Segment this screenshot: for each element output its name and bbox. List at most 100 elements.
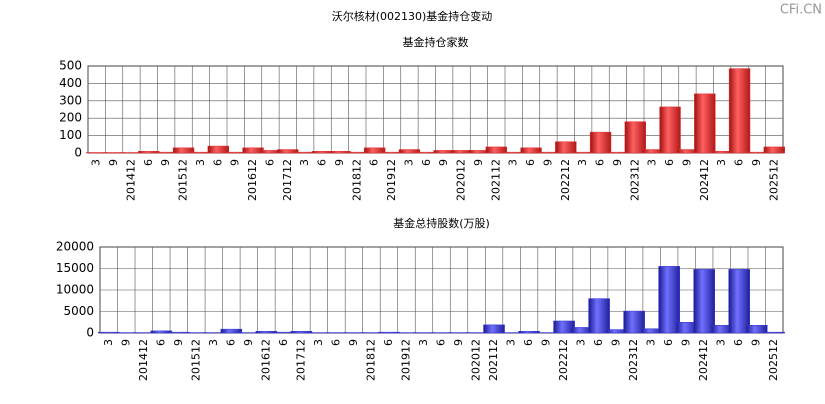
y-tick-label: 20000 <box>56 240 94 254</box>
x-tick-label: 202212 <box>559 159 572 201</box>
x-tick-label: 3 <box>194 159 207 166</box>
chart-title: 基金持仓家数 <box>403 35 469 49</box>
x-tick-label: 6 <box>277 339 290 346</box>
bar <box>694 269 715 333</box>
x-tick-label: 201912 <box>399 339 412 381</box>
x-tick-label: 6 <box>224 339 237 346</box>
x-tick-label: 3 <box>646 159 659 166</box>
x-tick-label: 3 <box>645 339 658 346</box>
x-tick-label: 6 <box>316 159 329 166</box>
x-tick-label: 202312 <box>627 339 640 381</box>
x-tick-label: 9 <box>172 339 185 346</box>
x-tick-label: 202512 <box>767 159 780 201</box>
x-tick-label: 202412 <box>698 159 711 201</box>
x-tick-label: 9 <box>610 339 623 346</box>
x-tick-label: 3 <box>207 339 220 346</box>
x-tick-label: 201712 <box>281 159 294 201</box>
x-tick-label: 201512 <box>189 339 202 381</box>
x-tick-label: 201712 <box>294 339 307 381</box>
x-tick-label: 9 <box>472 159 485 166</box>
y-tick-label: 15000 <box>56 261 94 275</box>
x-tick-label: 6 <box>733 159 746 166</box>
x-tick-label: 6 <box>263 159 276 166</box>
x-tick-label: 6 <box>663 159 676 166</box>
x-tick-label: 6 <box>142 159 155 166</box>
bar <box>625 122 646 153</box>
y-tick-label: 300 <box>59 93 82 107</box>
x-tick-label: 6 <box>154 339 167 346</box>
x-tick-label: 9 <box>159 159 172 166</box>
x-tick-label: 9 <box>333 159 346 166</box>
x-tick-label: 3 <box>298 159 311 166</box>
x-tick-label: 6 <box>329 339 342 346</box>
x-tick-label: 9 <box>750 159 763 166</box>
x-tick-label: 6 <box>420 159 433 166</box>
x-tick-label: 6 <box>524 159 537 166</box>
x-tick-label: 6 <box>382 339 395 346</box>
chart-title: 基金总持股数(万股) <box>393 216 490 230</box>
x-tick-label: 6 <box>368 159 381 166</box>
x-tick-label: 202012 <box>455 159 468 201</box>
x-tick-label: 9 <box>750 339 763 346</box>
x-tick-label: 3 <box>312 339 325 346</box>
x-tick-label: 9 <box>242 339 255 346</box>
y-tick-label: 100 <box>59 128 82 142</box>
x-tick-label: 201912 <box>385 159 398 201</box>
x-tick-label: 9 <box>540 339 553 346</box>
watermark: CFi.CN <box>780 3 822 18</box>
x-tick-label: 9 <box>680 339 693 346</box>
x-tick-label: 201412 <box>137 339 150 381</box>
x-tick-label: 6 <box>211 159 224 166</box>
x-tick-label: 6 <box>594 159 607 166</box>
x-tick-label: 202512 <box>767 339 780 381</box>
y-tick-label: 400 <box>59 76 82 90</box>
x-tick-label: 9 <box>680 159 693 166</box>
x-tick-label: 9 <box>437 159 450 166</box>
x-tick-label: 3 <box>576 159 589 166</box>
bar <box>694 94 715 153</box>
y-tick-label: 200 <box>59 111 82 125</box>
x-tick-label: 201612 <box>259 339 272 381</box>
bar <box>746 325 767 333</box>
bar <box>764 147 785 153</box>
x-tick-label: 9 <box>611 159 624 166</box>
x-tick-label: 3 <box>505 339 518 346</box>
y-tick-label: 0 <box>74 146 82 160</box>
y-tick-label: 500 <box>59 59 82 73</box>
x-tick-label: 201812 <box>350 159 363 201</box>
x-tick-label: 201812 <box>364 339 377 381</box>
bar <box>555 142 576 153</box>
y-tick-label: 0 <box>86 326 94 340</box>
x-tick-label: 3 <box>507 159 520 166</box>
x-tick-label: 9 <box>107 159 120 166</box>
x-tick-label: 3 <box>575 339 588 346</box>
x-tick-label: 202312 <box>628 159 641 201</box>
x-tick-label: 9 <box>229 159 242 166</box>
x-tick-label: 9 <box>452 339 465 346</box>
bar <box>484 325 505 333</box>
x-tick-label: 201412 <box>124 159 137 201</box>
x-tick-label: 3 <box>402 159 415 166</box>
x-tick-label: 202112 <box>489 159 502 201</box>
y-tick-label: 5000 <box>63 304 94 318</box>
y-tick-label: 10000 <box>56 283 94 297</box>
x-tick-label: 3 <box>102 339 115 346</box>
x-tick-label: 6 <box>435 339 448 346</box>
bar <box>729 269 750 333</box>
x-tick-label: 9 <box>347 339 360 346</box>
x-tick-label: 3 <box>715 339 728 346</box>
x-tick-label: 202012 <box>470 339 483 381</box>
x-tick-label: 202412 <box>697 339 710 381</box>
x-tick-label: 3 <box>90 159 103 166</box>
bar <box>764 332 785 333</box>
bar <box>590 132 611 153</box>
x-tick-label: 9 <box>541 159 554 166</box>
x-tick-label: 201512 <box>177 159 190 201</box>
x-tick-label: 6 <box>522 339 535 346</box>
x-tick-label: 9 <box>119 339 132 346</box>
x-tick-label: 6 <box>732 339 745 346</box>
x-tick-label: 202212 <box>557 339 570 381</box>
page-title: 沃尔核材(002130)基金持仓变动 <box>332 9 493 23</box>
x-tick-label: 201612 <box>246 159 259 201</box>
